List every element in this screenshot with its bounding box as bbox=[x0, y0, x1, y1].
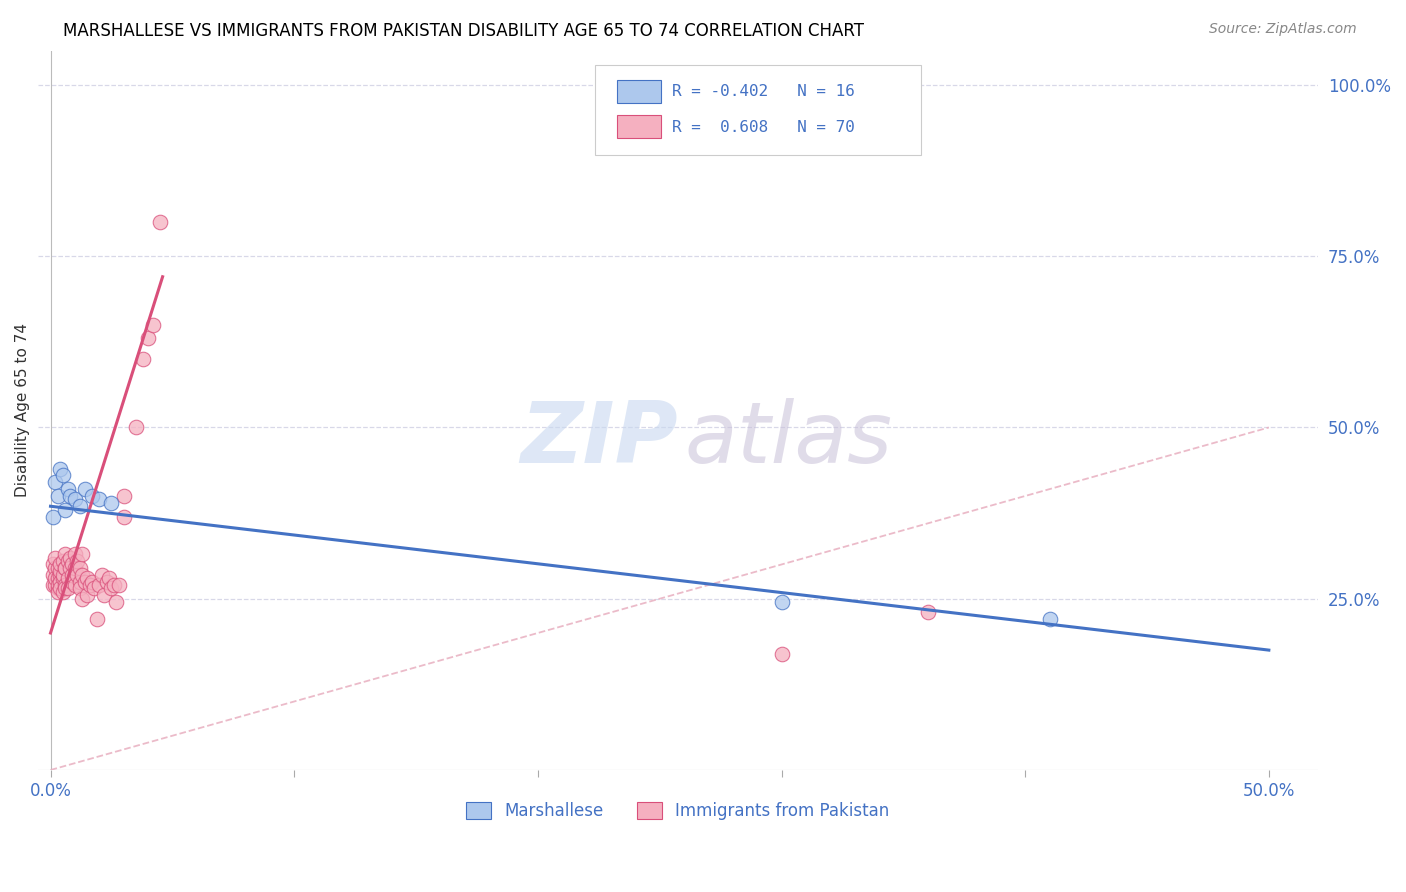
Point bbox=[76, 588, 98, 602]
Point bbox=[53, 502, 76, 516]
Text: atlas: atlas bbox=[685, 398, 893, 481]
Point bbox=[69, 561, 91, 575]
Point bbox=[136, 331, 159, 345]
Point bbox=[100, 496, 122, 510]
Point bbox=[62, 558, 84, 572]
Point bbox=[44, 550, 66, 565]
Point bbox=[42, 578, 65, 592]
FancyBboxPatch shape bbox=[617, 80, 661, 103]
Point bbox=[59, 489, 82, 503]
Point bbox=[142, 318, 165, 332]
Point bbox=[42, 558, 65, 572]
Point bbox=[52, 554, 75, 568]
Point bbox=[63, 561, 86, 575]
Point bbox=[56, 571, 79, 585]
Point bbox=[770, 595, 793, 609]
Point bbox=[86, 612, 108, 626]
Point bbox=[53, 582, 76, 596]
Point bbox=[49, 565, 72, 579]
Point bbox=[917, 606, 939, 620]
Point bbox=[42, 567, 65, 582]
Point bbox=[46, 489, 69, 503]
Point bbox=[42, 509, 65, 524]
FancyBboxPatch shape bbox=[595, 65, 921, 155]
Point bbox=[73, 482, 96, 496]
Point bbox=[770, 647, 793, 661]
Text: R = -0.402   N = 16: R = -0.402 N = 16 bbox=[672, 84, 855, 99]
Point bbox=[69, 500, 91, 514]
Point bbox=[112, 489, 135, 503]
Point bbox=[66, 567, 89, 582]
Point bbox=[112, 509, 135, 524]
Point bbox=[70, 547, 93, 561]
Point bbox=[107, 578, 129, 592]
Point bbox=[53, 561, 76, 575]
Point bbox=[89, 578, 111, 592]
Point bbox=[44, 475, 66, 490]
Y-axis label: Disability Age 65 to 74: Disability Age 65 to 74 bbox=[15, 323, 30, 498]
Point bbox=[62, 574, 84, 589]
Point bbox=[63, 547, 86, 561]
Point bbox=[125, 420, 148, 434]
Point bbox=[53, 561, 76, 575]
Point bbox=[73, 574, 96, 589]
Point bbox=[69, 574, 91, 589]
FancyBboxPatch shape bbox=[617, 115, 661, 138]
Point bbox=[63, 492, 86, 507]
Point bbox=[105, 595, 128, 609]
Text: MARSHALLESE VS IMMIGRANTS FROM PAKISTAN DISABILITY AGE 65 TO 74 CORRELATION CHAR: MARSHALLESE VS IMMIGRANTS FROM PAKISTAN … bbox=[63, 22, 865, 40]
Point bbox=[70, 567, 93, 582]
Point bbox=[1038, 612, 1060, 626]
Point bbox=[44, 571, 66, 585]
Point bbox=[46, 585, 69, 599]
Point bbox=[89, 492, 111, 507]
Point bbox=[79, 578, 101, 592]
Point bbox=[98, 571, 121, 585]
Point bbox=[52, 468, 75, 483]
Point bbox=[80, 489, 103, 503]
Point bbox=[76, 571, 98, 585]
Point bbox=[46, 561, 69, 575]
Text: Source: ZipAtlas.com: Source: ZipAtlas.com bbox=[1209, 22, 1357, 37]
Point bbox=[56, 554, 79, 568]
Point bbox=[103, 578, 125, 592]
Point bbox=[49, 461, 72, 475]
Text: ZIP: ZIP bbox=[520, 398, 678, 481]
Point bbox=[70, 591, 93, 606]
Point bbox=[62, 567, 84, 582]
Point bbox=[44, 561, 66, 575]
Point bbox=[53, 547, 76, 561]
Point bbox=[59, 550, 82, 565]
Point bbox=[96, 574, 118, 589]
Point bbox=[93, 588, 115, 602]
Point bbox=[52, 571, 75, 585]
Point bbox=[80, 574, 103, 589]
Point bbox=[49, 567, 72, 582]
Point bbox=[53, 578, 76, 592]
Point bbox=[52, 567, 75, 582]
Point bbox=[49, 582, 72, 596]
Point bbox=[66, 554, 89, 568]
Point bbox=[59, 561, 82, 575]
Point bbox=[46, 578, 69, 592]
Point bbox=[90, 567, 112, 582]
Point bbox=[44, 578, 66, 592]
Point bbox=[56, 482, 79, 496]
Point bbox=[46, 571, 69, 585]
Text: R =  0.608   N = 70: R = 0.608 N = 70 bbox=[672, 120, 855, 136]
Legend: Marshallese, Immigrants from Pakistan: Marshallese, Immigrants from Pakistan bbox=[460, 795, 897, 826]
Point bbox=[83, 582, 105, 596]
Point bbox=[49, 574, 72, 589]
Point bbox=[49, 558, 72, 572]
Point bbox=[56, 582, 79, 596]
Point bbox=[132, 351, 155, 366]
Point bbox=[100, 582, 122, 596]
Point bbox=[52, 585, 75, 599]
Point bbox=[149, 215, 172, 229]
Point bbox=[69, 582, 91, 596]
Point bbox=[63, 578, 86, 592]
Point bbox=[46, 582, 69, 596]
